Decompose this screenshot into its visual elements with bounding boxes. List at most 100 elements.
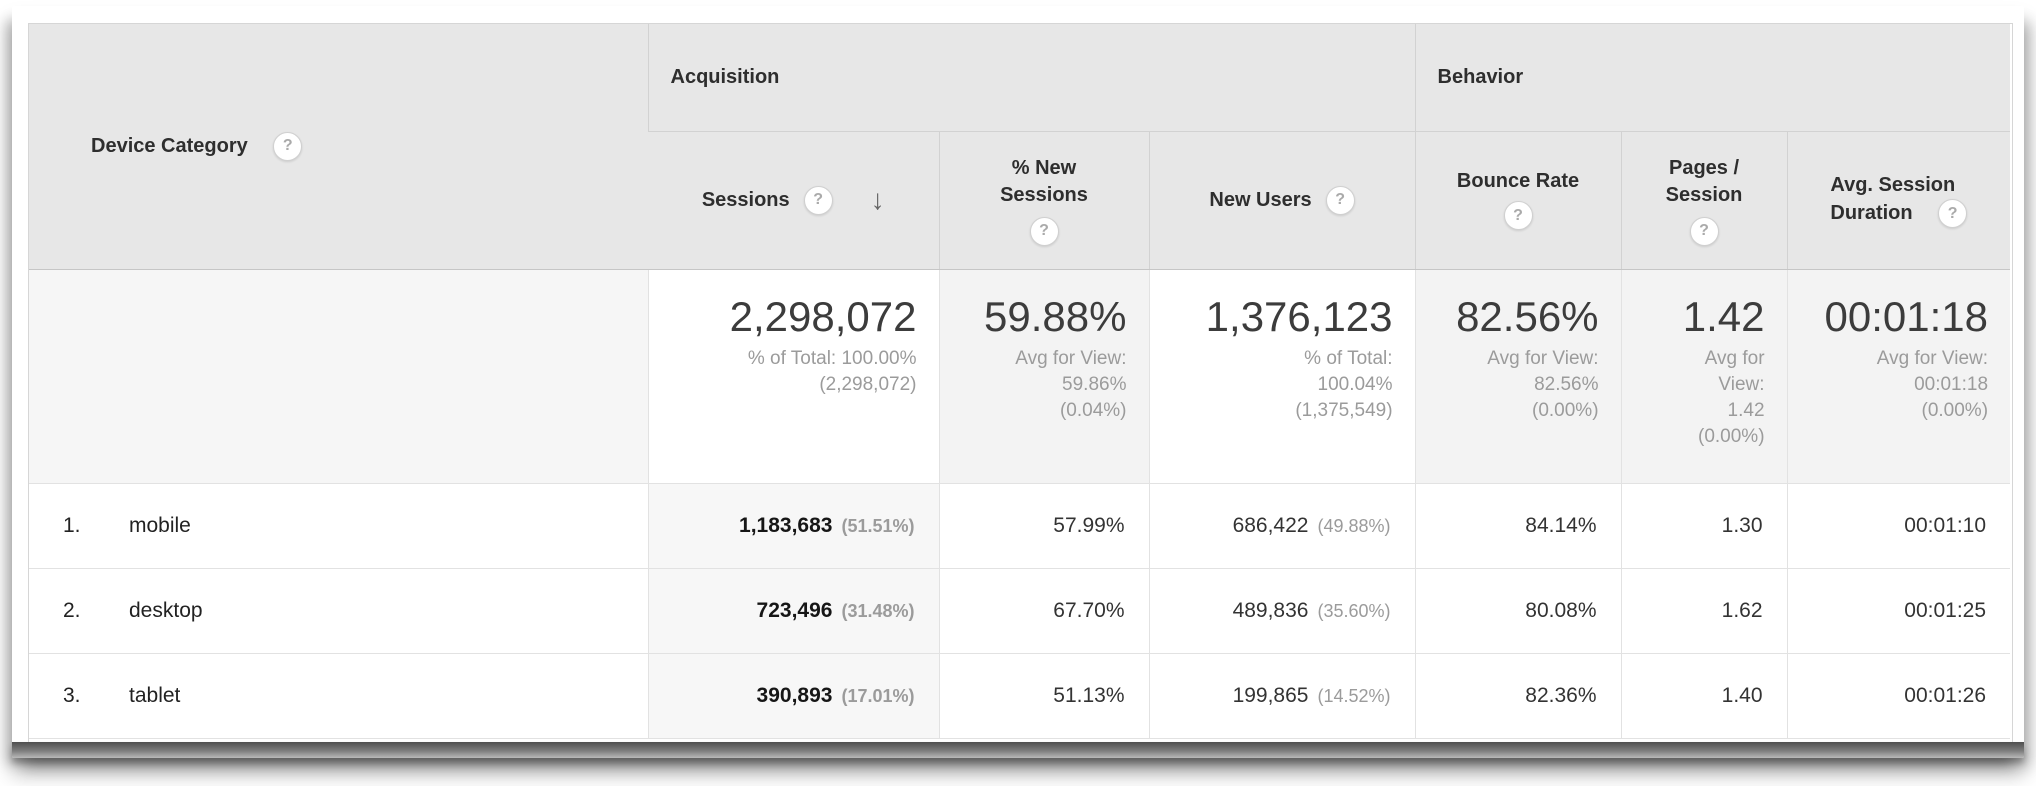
totals-pct-new-sessions-subtext: Avg for View: 59.86% (0.04%): [1015, 347, 1127, 421]
totals-sessions-cell: 2,298,072 % of Total: 100.00% (2,298,072…: [647, 269, 939, 483]
sessions-cell: 1,183,683 (51.51%): [647, 483, 939, 568]
table-row-desktop: 2. desktop 723,496 (31.48%) 67.70% 489,836…: [29, 568, 2011, 653]
help-icon[interactable]: ?: [1029, 216, 1059, 246]
device-category-table: Device Category ? Acquisition Behavior: [29, 24, 2011, 739]
sessions-percent: (51.51%): [841, 515, 915, 536]
new-users-cell: 199,865 (14.52%): [1148, 653, 1416, 738]
totals-new-users-subtext: % of Total: 100.04% (1,375,549): [1295, 347, 1393, 421]
device-name: tablet: [129, 683, 181, 707]
pages-session-value: 1.62: [1721, 598, 1763, 622]
column-header-new-users[interactable]: New Users ?: [1148, 131, 1416, 270]
totals-new-users-value: 1,376,123: [1205, 292, 1393, 340]
totals-avg-session-duration-cell: 00:01:18 Avg for View: 00:01:18 (0.00%): [1786, 269, 2011, 483]
table-container: Device Category ? Acquisition Behavior: [28, 23, 2013, 743]
avg-session-duration-cell: 00:01:10: [1786, 483, 2011, 568]
pct-new-sessions-cell: 57.99%: [938, 483, 1149, 568]
help-icon[interactable]: ?: [1938, 199, 1968, 228]
sessions-value: 1,183,683: [739, 513, 833, 537]
pct-new-sessions-label: % New Sessions: [1000, 156, 1088, 206]
help-icon[interactable]: ?: [1503, 201, 1533, 230]
acquisition-label: Acquisition: [670, 65, 780, 88]
help-icon[interactable]: ?: [1325, 185, 1355, 215]
column-header-pages-session[interactable]: Pages / Session ?: [1620, 131, 1788, 270]
totals-pct-new-sessions-value: 59.88%: [984, 292, 1127, 340]
avg-session-duration-cell: 00:01:26: [1786, 653, 2011, 738]
sessions-percent: (17.01%): [841, 685, 915, 706]
new-users-label: New Users: [1209, 188, 1312, 211]
totals-bounce-rate-subtext: Avg for View: 82.56% (0.00%): [1487, 347, 1599, 421]
new-users-value: 199,865: [1232, 683, 1309, 707]
totals-dimension-cell: [29, 269, 648, 483]
pages-session-cell: 1.30: [1620, 483, 1788, 568]
totals-bounce-rate-cell: 82.56% Avg for View: 82.56% (0.00%): [1414, 269, 1622, 483]
column-header-pct-new-sessions[interactable]: % New Sessions ?: [938, 131, 1149, 270]
device-name: desktop: [129, 598, 203, 622]
pct-new-sessions-cell: 51.13%: [938, 653, 1149, 738]
sessions-label: Sessions: [701, 188, 790, 211]
table-row-tablet: 3. tablet 390,893 (17.01%) 51.13% 199,865 (…: [29, 653, 2011, 738]
row-rank: 2.: [63, 598, 81, 622]
totals-pages-session-cell: 1.42 Avg for View: 1.42 (0.00%): [1620, 269, 1788, 483]
bounce-rate-cell: 80.08%: [1414, 568, 1622, 653]
pct-new-sessions-value: 51.13%: [1053, 683, 1125, 707]
bounce-rate-label: Bounce Rate: [1456, 170, 1580, 192]
avg-session-duration-value: 00:01:26: [1904, 683, 1987, 707]
new-users-cell: 686,422 (49.88%): [1148, 483, 1416, 568]
totals-pct-new-sessions-cell: 59.88% Avg for View: 59.86% (0.04%): [938, 269, 1149, 483]
totals-new-users-cell: 1,376,123 % of Total: 100.04% (1,375,549…: [1148, 269, 1416, 483]
screenshot-bottom-edge: [12, 742, 2024, 758]
analytics-table-screenshot: Device Category ? Acquisition Behavior: [12, 6, 2024, 758]
sessions-cell: 390,893 (17.01%): [647, 653, 939, 738]
dimension-cell: 1. mobile: [29, 483, 648, 568]
new-users-value: 686,422: [1232, 513, 1309, 537]
avg-session-duration-cell: 00:01:25: [1786, 568, 2011, 653]
group-header-acquisition: Acquisition: [647, 24, 1416, 132]
help-icon[interactable]: ?: [1689, 216, 1719, 246]
avg-session-duration-label: Avg. Session Duration: [1830, 174, 1956, 224]
row-rank: 1.: [63, 513, 81, 537]
bounce-rate-cell: 84.14%: [1414, 483, 1622, 568]
totals-avg-session-duration-value: 00:01:18: [1824, 292, 1989, 340]
totals-row: 2,298,072 % of Total: 100.00% (2,298,072…: [29, 269, 2011, 483]
pages-session-value: 1.30: [1721, 513, 1763, 537]
sessions-percent: (31.48%): [841, 600, 915, 621]
pct-new-sessions-cell: 67.70%: [938, 568, 1149, 653]
sessions-value: 723,496: [756, 598, 833, 622]
column-header-device-category[interactable]: Device Category ?: [29, 24, 648, 270]
column-header-bounce-rate[interactable]: Bounce Rate ?: [1414, 131, 1622, 270]
metric-header-row: Sessions ? ↓ % New Sessions ?: [29, 131, 2011, 270]
device-name: mobile: [129, 513, 191, 537]
device-category-label: Device Category: [91, 134, 248, 157]
group-header-row: Device Category ? Acquisition Behavior: [29, 24, 2011, 270]
table-row-mobile: 1. mobile 1,183,683 (51.51%) 57.99% 686,42…: [29, 483, 2011, 568]
new-users-cell: 489,836 (35.60%): [1148, 568, 1416, 653]
new-users-value: 489,836: [1232, 598, 1309, 622]
totals-sessions-value: 2,298,072: [729, 292, 917, 340]
bounce-rate-value: 84.14%: [1525, 513, 1597, 537]
bounce-rate-value: 82.36%: [1525, 683, 1597, 707]
new-users-percent: (49.88%): [1317, 515, 1391, 536]
help-icon[interactable]: ?: [273, 131, 303, 161]
bounce-rate-value: 80.08%: [1525, 598, 1597, 622]
pages-session-cell: 1.62: [1620, 568, 1788, 653]
pages-session-cell: 1.40: [1620, 653, 1788, 738]
pages-session-value: 1.40: [1721, 683, 1763, 707]
sessions-value: 390,893: [756, 683, 833, 707]
totals-avg-session-duration-subtext: Avg for View: 00:01:18 (0.00%): [1876, 347, 1989, 421]
totals-pages-session-value: 1.42: [1682, 292, 1765, 340]
column-header-avg-session-duration[interactable]: Avg. Session Duration ?: [1786, 131, 2011, 270]
avg-session-duration-value: 00:01:25: [1904, 598, 1987, 622]
pct-new-sessions-value: 57.99%: [1053, 513, 1125, 537]
totals-sessions-subtext: % of Total: 100.00% (2,298,072): [747, 347, 917, 395]
sort-descending-icon[interactable]: ↓: [870, 184, 885, 215]
avg-session-duration-value: 00:01:10: [1904, 513, 1987, 537]
totals-pages-session-subtext: Avg for View: 1.42 (0.00%): [1698, 347, 1765, 447]
new-users-percent: (35.60%): [1317, 600, 1391, 621]
new-users-percent: (14.52%): [1317, 685, 1391, 706]
dimension-cell: 3. tablet: [29, 653, 648, 738]
help-icon[interactable]: ?: [803, 185, 833, 215]
group-header-behavior: Behavior: [1414, 24, 2011, 132]
sessions-cell: 723,496 (31.48%): [647, 568, 939, 653]
column-header-sessions[interactable]: Sessions ? ↓: [648, 131, 939, 270]
